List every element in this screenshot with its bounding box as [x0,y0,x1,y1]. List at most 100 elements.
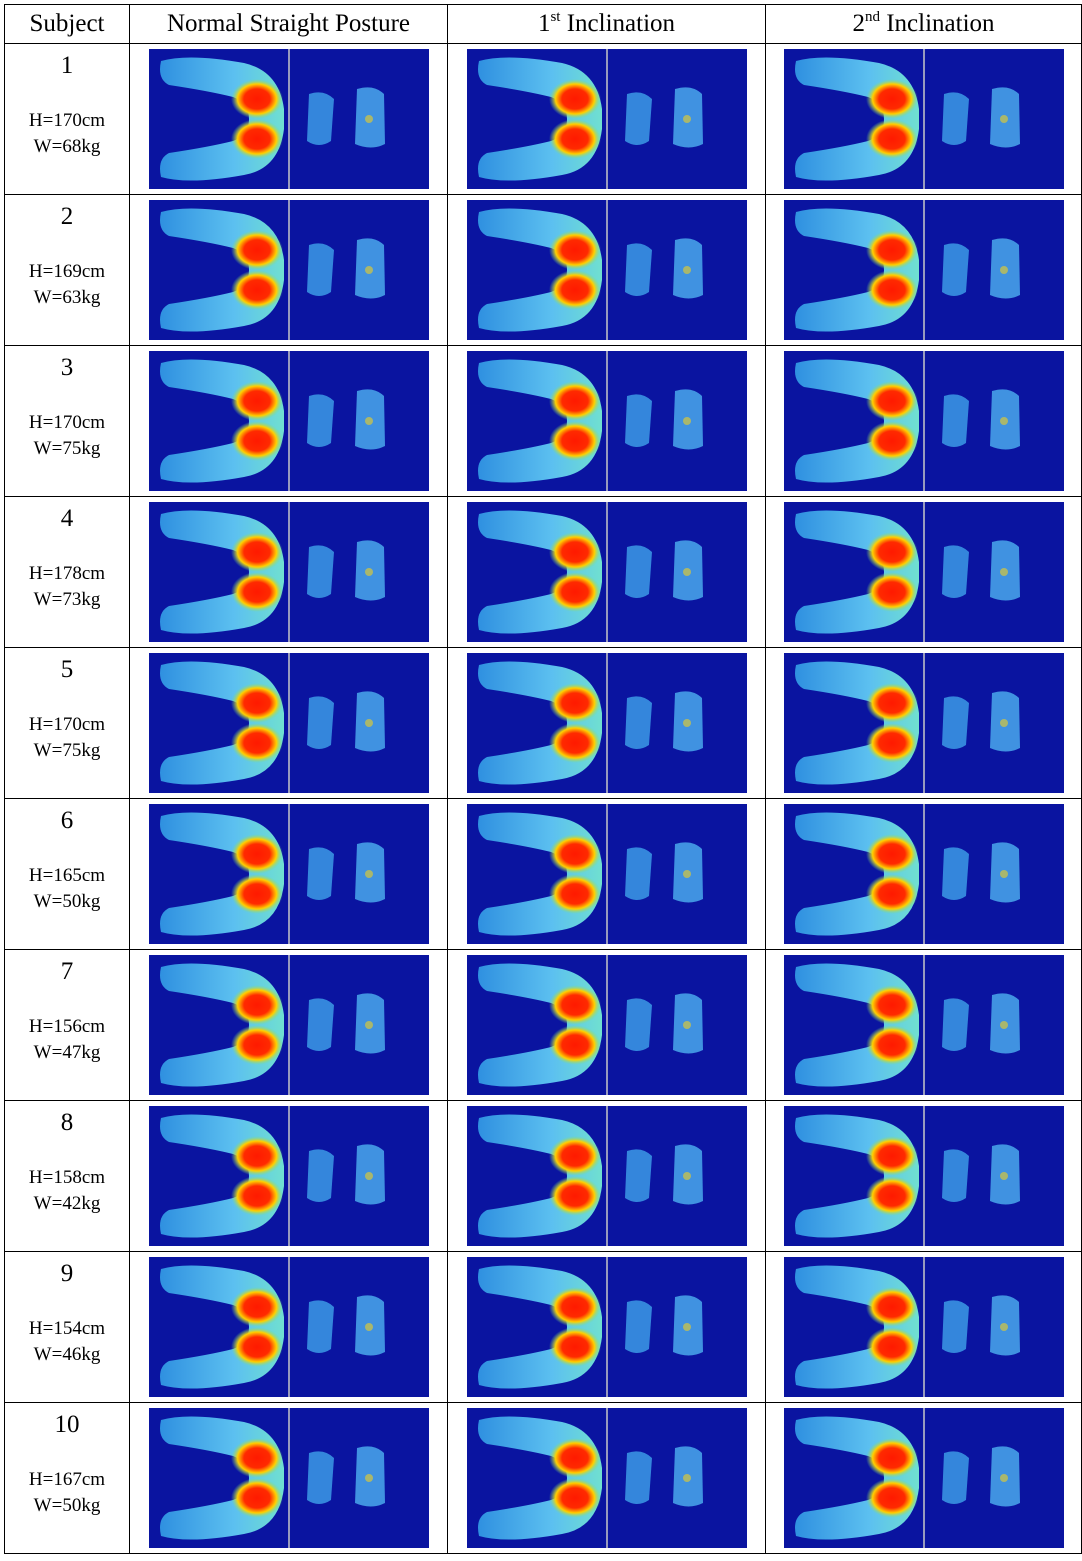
image-cell [130,195,448,346]
pressure-map-image [467,804,747,944]
pressure-map-image [149,1408,429,1548]
pressure-map-image [467,200,747,340]
image-cell [448,1252,766,1403]
pressure-map [149,653,429,793]
pressure-map [784,1106,1064,1246]
pressure-map-image [149,502,429,642]
pressure-map-image [149,804,429,944]
pressure-map-image [467,1257,747,1397]
subject-number: 5 [5,656,129,684]
subject-number: 10 [5,1411,129,1439]
pressure-map [784,49,1064,189]
pressure-map [149,955,429,1095]
subject-height: H=170cm [5,712,129,738]
pressure-map-image [149,653,429,793]
subject-height: H=170cm [5,108,129,134]
image-cell [130,799,448,950]
image-cell [448,1403,766,1554]
image-cell [130,648,448,799]
image-cell [448,497,766,648]
image-cell [766,195,1082,346]
subject-weight: W=68kg [5,134,129,160]
subject-height: H=154cm [5,1316,129,1342]
image-cell [766,648,1082,799]
pressure-map-image [467,1106,747,1246]
pressure-map [467,200,747,340]
image-cell [766,799,1082,950]
subject-height: H=169cm [5,259,129,285]
image-cell [130,1252,448,1403]
header-text: 1 [538,10,551,37]
pressure-table: Subject Normal Straight Posture 1st Incl… [4,4,1082,1554]
subject-weight: W=75kg [5,738,129,764]
pressure-map-image [784,1106,1064,1246]
pressure-map-image [784,1408,1064,1548]
pressure-map [784,804,1064,944]
pressure-map-image [149,49,429,189]
pressure-map [149,804,429,944]
image-cell [130,497,448,648]
subject-number: 8 [5,1109,129,1137]
pressure-map-image [467,351,747,491]
pressure-map-image [467,653,747,793]
pressure-map-image [784,653,1064,793]
image-cell [130,1101,448,1252]
image-cell [766,1252,1082,1403]
image-cell [766,1403,1082,1554]
subject-height: H=178cm [5,561,129,587]
page: Subject Normal Straight Posture 1st Incl… [0,0,1082,1561]
pressure-map [784,1408,1064,1548]
subject-weight: W=75kg [5,436,129,462]
pressure-map [784,1257,1064,1397]
pressure-map-image [149,1106,429,1246]
subject-number: 3 [5,354,129,382]
subject-number: 6 [5,807,129,835]
image-cell [448,195,766,346]
pressure-map-image [467,49,747,189]
superscript: nd [865,9,880,25]
pressure-map [784,200,1064,340]
image-cell [130,950,448,1101]
subject-height: H=156cm [5,1014,129,1040]
subject-number: 1 [5,52,129,80]
image-cell [130,346,448,497]
image-cell [448,950,766,1101]
pressure-map-image [784,955,1064,1095]
subject-weight: W=42kg [5,1191,129,1217]
header-text: 2 [852,10,865,37]
pressure-map-image [149,351,429,491]
pressure-map-image [784,200,1064,340]
header-cell: Normal Straight Posture [130,5,448,44]
image-cell [766,497,1082,648]
pressure-map-image [784,49,1064,189]
image-cell [448,44,766,195]
subject-weight: W=50kg [5,1493,129,1519]
subject-number: 7 [5,958,129,986]
pressure-map [467,49,747,189]
image-cell [766,44,1082,195]
image-cell [448,648,766,799]
pressure-map-image [149,1257,429,1397]
image-cell [130,44,448,195]
pressure-map [467,1257,747,1397]
pressure-map-image [467,955,747,1095]
pressure-map [467,502,747,642]
pressure-map-image [784,351,1064,491]
subject-weight: W=63kg [5,285,129,311]
